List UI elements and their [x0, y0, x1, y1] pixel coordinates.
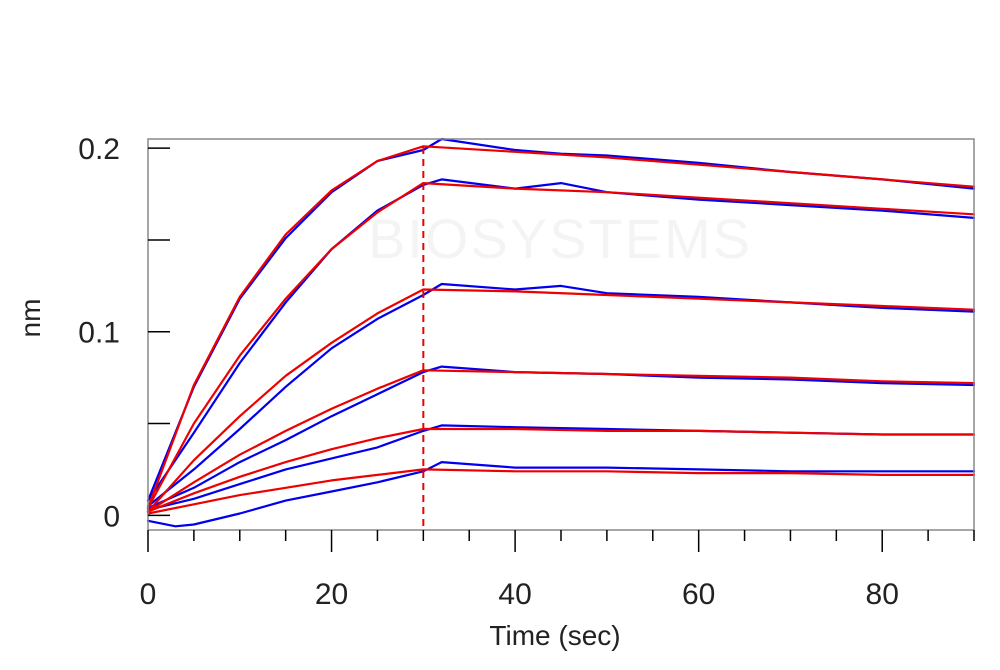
- axes: 0 20 40 60 80 0 0.1 0.2: [78, 133, 975, 611]
- watermark-text: BIOSYSTEMS: [368, 207, 752, 270]
- x-axis-title: Time (sec): [489, 620, 620, 651]
- measured-curve-4: [146, 365, 976, 510]
- x-tick-label: 40: [498, 578, 531, 611]
- plot-area: [146, 137, 976, 530]
- fit-curve-1: [146, 145, 976, 510]
- x-tick-label: 0: [140, 578, 157, 611]
- fit-curve-6: [146, 468, 976, 515]
- x-tick-label: 60: [682, 578, 715, 611]
- x-tick-label: 20: [315, 578, 348, 611]
- measured-curve-2: [146, 178, 976, 502]
- fit-curve-3: [146, 288, 976, 513]
- x-tick-label: 80: [866, 578, 899, 611]
- y-tick-label: 0.2: [78, 133, 120, 166]
- y-tick-label: 0.1: [78, 317, 120, 350]
- fit-curve-4: [146, 369, 976, 513]
- y-axis-title: nm: [15, 299, 46, 338]
- y-tick-label: 0: [103, 500, 120, 533]
